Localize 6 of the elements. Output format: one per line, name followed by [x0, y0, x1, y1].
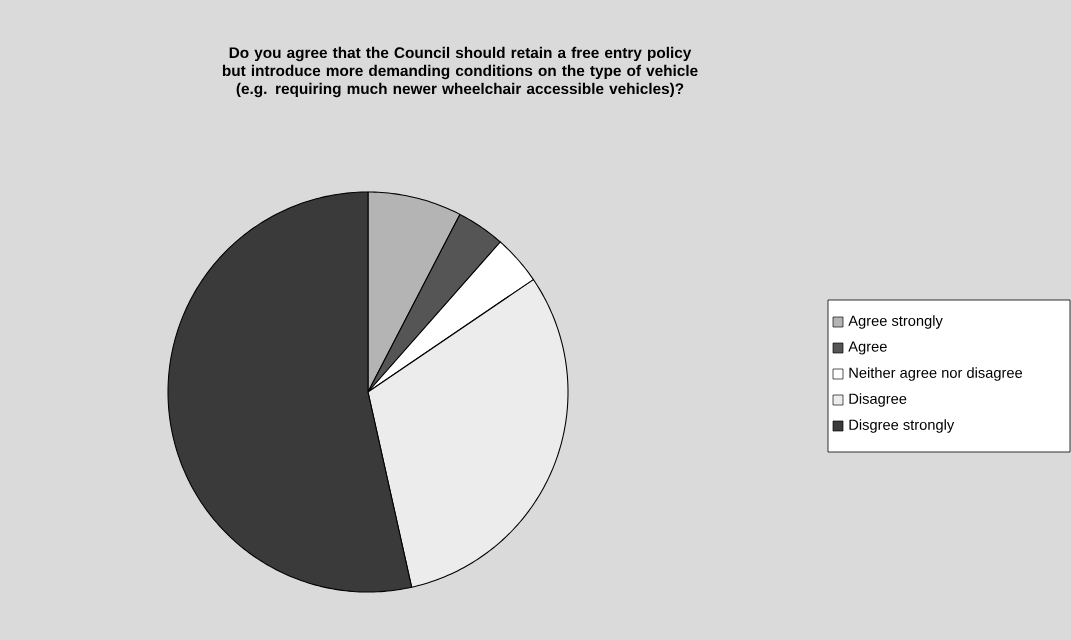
- legend-label: Agree strongly: [848, 315, 943, 329]
- legend-label: Disagree: [849, 393, 907, 407]
- legend-label: Agree: [848, 341, 887, 355]
- legend-label: Disgree strongly: [849, 419, 955, 433]
- chart-title: Do you agree that the Council should retain a free entry policy but introduce more demanding conditions on the type of vehicle (e.g. requiring much newer wheelchair accessible vehicles)?: [222, 46, 698, 98]
- legend-label: Neither agree nor disagree: [849, 367, 1023, 381]
